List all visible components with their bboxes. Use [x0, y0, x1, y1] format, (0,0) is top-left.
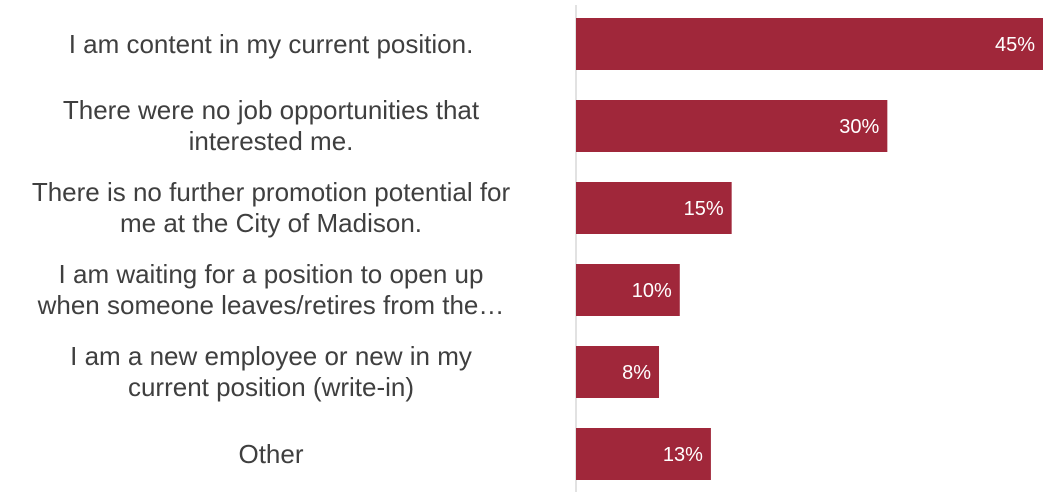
data-label: 8% — [622, 362, 651, 384]
category-label-line: Other — [238, 438, 304, 469]
data-label: 13% — [663, 444, 703, 466]
bar — [576, 264, 680, 316]
bar — [576, 428, 711, 480]
data-label: 45% — [995, 34, 1035, 56]
data-label: 15% — [684, 198, 724, 220]
category-label-line: interested me. — [188, 126, 354, 156]
category-label: There is no further promotion potential … — [0, 177, 551, 239]
bar — [576, 182, 732, 234]
data-label: 10% — [632, 280, 672, 302]
category-label-line: There were no job opportunities that — [62, 95, 480, 125]
category-label-line: I am waiting for a position to open up — [58, 259, 484, 289]
bar — [576, 100, 888, 152]
category-label-line: me at the City of Madison. — [119, 208, 423, 238]
category-label-line: I am content in my current position. — [68, 28, 474, 59]
category-label: I am content in my current position. — [0, 29, 551, 60]
category-label-line: I am a new employee or new in my — [70, 341, 472, 371]
category-label: I am waiting for a position to open up wh… — [0, 259, 551, 321]
category-label-line: when someone leaves/retires from the… — [37, 290, 505, 320]
data-label: 30% — [839, 116, 879, 138]
category-label-line: current position (write-in) — [127, 372, 415, 402]
category-label: I am a new employee or new in my current … — [0, 341, 551, 403]
bar — [576, 18, 1043, 70]
category-label: Other — [0, 439, 551, 470]
bar — [576, 346, 660, 398]
category-label-line: There is no further promotion potential … — [31, 177, 511, 207]
category-label: There were no job opportunities that inte… — [0, 95, 551, 157]
